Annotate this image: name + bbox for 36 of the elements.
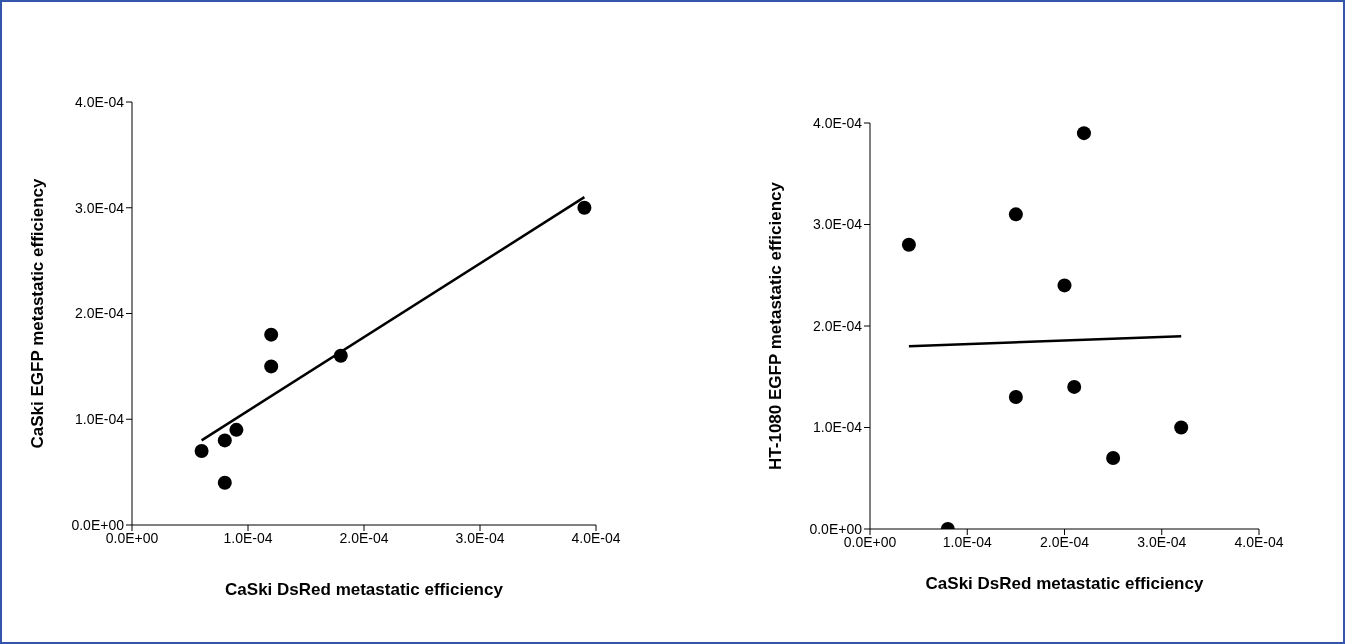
y-tick-label: 4.0E-04 — [812, 114, 863, 131]
x-tick-label: 3.0E-04 — [455, 529, 505, 546]
x-axis-title: CaSki DsRed metastatic efficiency — [925, 574, 1204, 593]
y-tick-label: 2.0E-04 — [812, 317, 863, 334]
x-tick-label: 0.0E+00 — [843, 533, 897, 550]
point — [229, 422, 244, 437]
point — [264, 327, 279, 342]
y-tick-label: 4.0E-04 — [74, 93, 125, 110]
x-tick-label: 1.0E-04 — [942, 533, 992, 550]
point — [264, 359, 279, 374]
point — [1008, 207, 1023, 222]
y-axis-title: HT-1080 EGFP metastatic efficiency — [766, 181, 786, 470]
point — [1057, 278, 1072, 293]
x-tick-label: 4.0E-04 — [571, 529, 621, 546]
point — [1174, 420, 1189, 435]
x-tick-label: 4.0E-04 — [1234, 533, 1284, 550]
y-tick-label: 1.0E-04 — [74, 411, 125, 428]
y-tick-label: 3.0E-04 — [812, 216, 863, 233]
point — [217, 433, 232, 448]
point — [194, 443, 209, 458]
point — [1008, 390, 1023, 405]
point — [1076, 126, 1091, 141]
point — [577, 200, 592, 215]
y-axis-title: CaSki EGFP metastatic efficiency — [28, 178, 48, 449]
x-tick-label: 3.0E-04 — [1137, 533, 1187, 550]
y-tick-label: 3.0E-04 — [74, 199, 125, 216]
y-tick-label: 1.0E-04 — [812, 419, 863, 436]
x-tick-label: 2.0E-04 — [339, 529, 389, 546]
point — [1067, 379, 1082, 394]
point — [901, 237, 916, 252]
point — [217, 475, 232, 490]
x-tick-label: 1.0E-04 — [223, 529, 273, 546]
x-axis-title: CaSki DsRed metastatic efficiency — [225, 580, 504, 599]
y-tick-label: 2.0E-04 — [74, 305, 125, 322]
point — [1106, 450, 1121, 465]
x-tick-label: 2.0E-04 — [1039, 533, 1090, 550]
